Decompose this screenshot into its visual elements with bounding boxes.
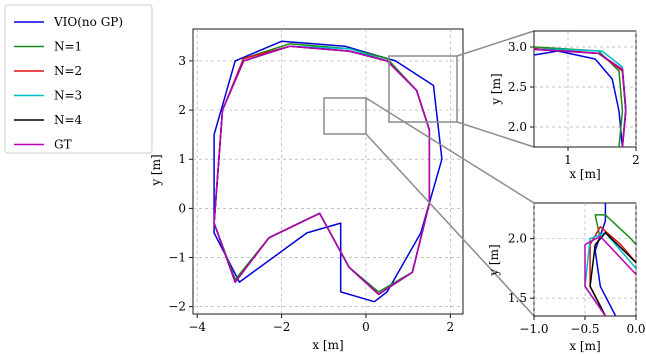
inset-top-xtick-label-1: 2 (632, 153, 640, 167)
inset-top-ylabel: y [m] (489, 73, 503, 105)
main-ytick-label-4: 2 (178, 103, 186, 117)
legend-label-vio-no-gp: VIO(no GP) (53, 15, 123, 29)
main-series-n-3 (213, 45, 431, 296)
main-series-n-4 (213, 45, 431, 296)
connector-top-1 (456, 30, 535, 57)
main-ytick-label-1: −1 (168, 250, 186, 264)
main-ylabel: y [m] (149, 154, 163, 186)
legend-label-n-1: N=1 (54, 40, 82, 54)
inset-top-xlabel: x [m] (569, 167, 600, 181)
inset-bottom-xtick-label-0: −1.0 (519, 322, 548, 336)
inset-top-plot: 1 2 2.0 2.5 3.0 x [m] y [m] (489, 30, 640, 181)
inset-top-ytick-label-1: 2.5 (508, 80, 527, 94)
inset-bottom-ytick-label-1: 2.0 (508, 232, 527, 246)
main-ytick-label-0: −2 (168, 300, 186, 314)
zoom-box-bottom (323, 97, 367, 135)
inset-bottom-series-gt (584, 235, 636, 316)
inset-top-frame (533, 30, 637, 148)
legend-frame (4, 4, 153, 154)
inset-top-ytick-label-2: 3.0 (508, 40, 527, 54)
legend-label-n-2: N=2 (54, 64, 82, 78)
zoom-indicators (323, 30, 535, 317)
connector-bottom-2 (365, 133, 535, 317)
inset-top-series-gt (534, 48, 627, 147)
main-ytick-label-3: 1 (178, 152, 186, 166)
main-ytick-label-5: 3 (178, 54, 186, 68)
inset-bottom-plot: −1.0 −0.5 0.0 1.5 2.0 x [m] y [m] (487, 202, 646, 353)
connector-bottom-1 (365, 97, 535, 204)
legend: VIO(no GP) N=1 N=2 N=3 N=4 GT (4, 4, 153, 154)
zoom-box-top (388, 55, 458, 123)
inset-top-xtick-label-0: 1 (564, 153, 572, 167)
main-xlabel: x [m] (312, 338, 343, 352)
inset-bottom-series-n-1 (594, 214, 636, 246)
inset-top-series-n-2 (534, 47, 627, 147)
legend-label-gt: GT (54, 138, 72, 152)
legend-label-n-4: N=4 (54, 113, 83, 127)
inset-bottom-series-n-3 (584, 231, 636, 316)
inset-bottom-xlabel: x [m] (569, 339, 600, 353)
main-xtick-label-3: 2 (447, 320, 455, 334)
main-xtick-label-1: −2 (273, 320, 291, 334)
main-series-n-2 (213, 45, 431, 296)
connector-top-2 (456, 121, 535, 148)
inset-bottom-series-n-4 (589, 231, 636, 316)
main-plot-frame (192, 28, 464, 315)
inset-bottom-xtick-label-1: −0.5 (570, 322, 599, 336)
main-ytick-label-2: 0 (178, 201, 186, 215)
inset-bottom-ytick-label-0: 1.5 (508, 291, 527, 305)
main-xtick-label-2: 0 (362, 320, 370, 334)
legend-label-n-3: N=3 (54, 89, 82, 103)
inset-bottom-ylabel: y [m] (487, 244, 501, 276)
main-xtick-label-0: −4 (188, 320, 206, 334)
inset-bottom-xtick-label-2: 0.0 (626, 322, 645, 336)
inset-bottom-series-vio-no-gp (594, 203, 617, 316)
inset-top-ytick-label-0: 2.0 (508, 120, 527, 134)
main-series-gt (213, 45, 431, 296)
inset-top-series-vio-no-gp (534, 50, 624, 147)
